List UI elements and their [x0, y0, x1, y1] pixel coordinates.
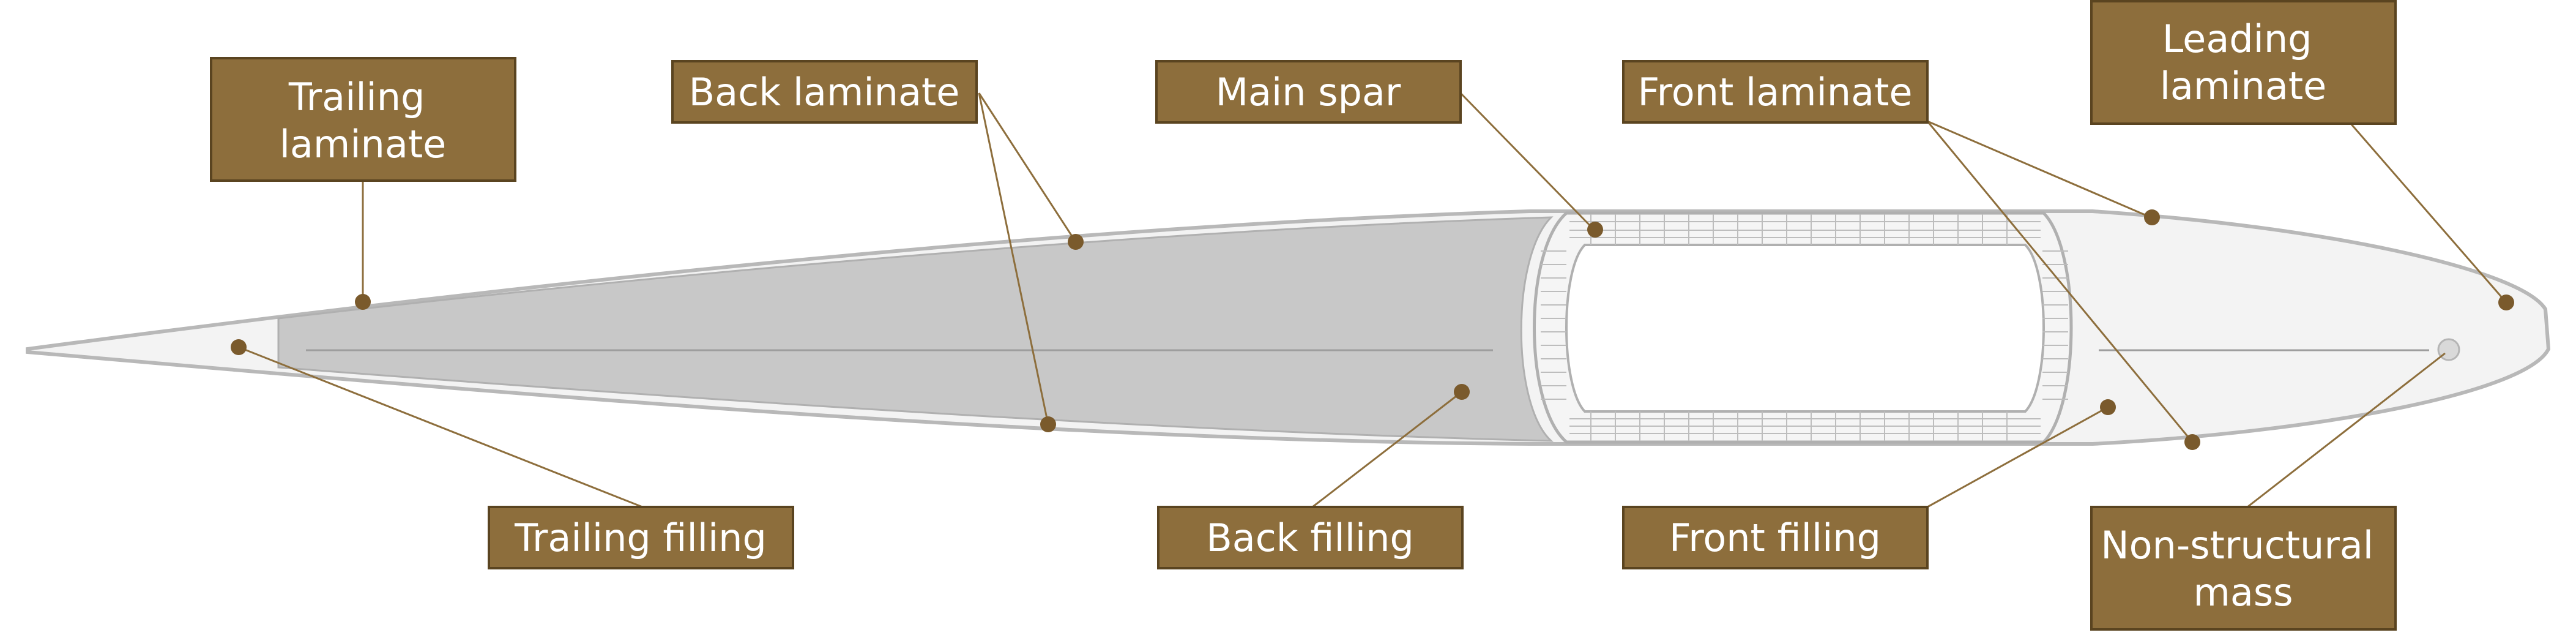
label-main-spar: Main spar — [1155, 60, 1462, 124]
label-trailing-filling: Trailing filling — [488, 506, 794, 569]
svg-text:Trailing laminate: Trailing laminate — [280, 75, 447, 167]
marker-front-laminate-lower — [2184, 434, 2200, 450]
leader-lines — [238, 92, 2507, 508]
label-main-spar-text: Main spar — [1216, 70, 1401, 114]
label-leading-laminate: Leading laminate — [2090, 0, 2397, 125]
label-front-laminate: Front laminate — [1622, 60, 1929, 124]
svg-text:Non-structural mass: Non-structural mass — [2101, 523, 2386, 615]
marker-trailing-filling — [231, 339, 247, 355]
main-spar-box — [1533, 211, 2073, 444]
leader-front-filling — [1927, 406, 2109, 508]
marker-back-laminate-lower — [1040, 416, 1056, 432]
svg-text:Leading laminate: Leading laminate — [2160, 17, 2327, 108]
marker-main-spar — [1587, 222, 1603, 238]
markers — [231, 209, 2514, 450]
label-front-filling-text: Front filling — [1669, 516, 1881, 560]
label-trailing-laminate: Trailing laminate — [210, 57, 516, 182]
back-filling-region — [277, 216, 1554, 442]
leader-trailing-filling — [238, 346, 643, 508]
label-trailing-laminate-line1: Trailing — [288, 75, 425, 119]
label-front-filling: Front filling — [1622, 506, 1929, 569]
leader-main-spar — [1459, 92, 1595, 231]
leader-back-filling — [1312, 391, 1462, 508]
marker-back-laminate-upper — [1068, 234, 1084, 250]
marker-leading-laminate — [2498, 295, 2514, 310]
leader-leading-laminate — [2350, 123, 2507, 303]
label-non-structural-mass-line2: mass — [2194, 570, 2293, 615]
marker-back-filling — [1454, 384, 1470, 400]
leader-back-laminate-lower — [978, 92, 1049, 425]
label-back-laminate-text: Back laminate — [689, 70, 960, 114]
leader-non-structural-mass — [2247, 352, 2446, 508]
label-leading-laminate-line1: Leading — [2162, 17, 2312, 61]
leader-front-laminate-lower — [1926, 121, 2194, 443]
marker-trailing-laminate — [355, 294, 371, 310]
leader-back-laminate-upper — [978, 92, 1077, 242]
label-trailing-laminate-line2: laminate — [280, 122, 447, 167]
label-trailing-filling-text: Trailing filling — [514, 516, 767, 560]
label-front-laminate-text: Front laminate — [1637, 70, 1912, 114]
marker-front-filling — [2100, 399, 2116, 415]
marker-front-laminate-upper — [2144, 209, 2160, 225]
label-leading-laminate-line2: laminate — [2160, 64, 2327, 108]
label-non-structural-mass: Non-structural mass — [2090, 506, 2397, 631]
label-back-filling-text: Back filling — [1206, 516, 1414, 560]
label-back-laminate: Back laminate — [671, 60, 978, 124]
label-non-structural-mass-line1: Non-structural — [2101, 523, 2373, 568]
label-back-filling: Back filling — [1157, 506, 1464, 569]
leader-front-laminate-upper — [1927, 120, 2151, 219]
